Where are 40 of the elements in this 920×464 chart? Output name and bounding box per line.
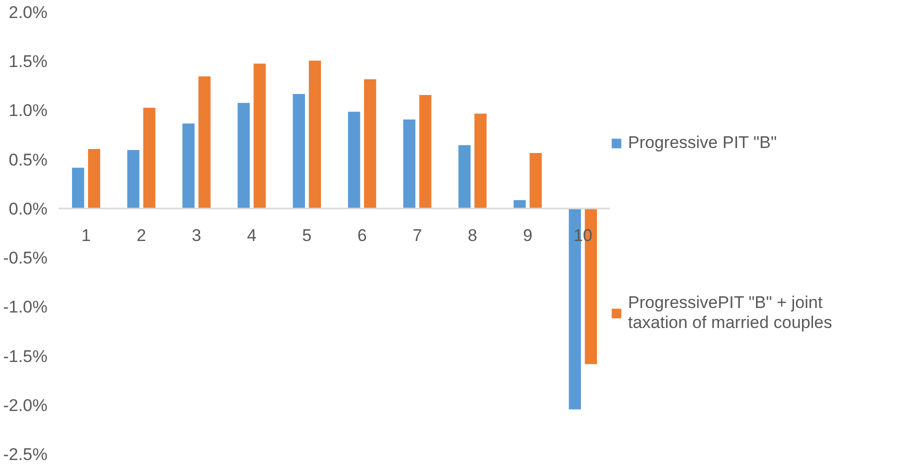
bar — [474, 114, 487, 209]
y-tick-label: -2.0% — [3, 396, 48, 415]
y-tick-label: 0.0% — [8, 199, 48, 218]
bar — [292, 94, 305, 209]
bar — [198, 76, 211, 209]
x-tick-label: 7 — [412, 226, 422, 245]
bar — [403, 120, 416, 209]
bar — [514, 200, 526, 209]
y-tick-label: -2.5% — [3, 445, 48, 464]
y-tick-label: -1.0% — [3, 298, 48, 317]
x-tick-label: 10 — [573, 226, 592, 245]
bar — [530, 152, 542, 209]
x-tick-label: 8 — [468, 226, 478, 245]
x-tick-label: 3 — [192, 226, 202, 245]
bar — [254, 64, 266, 209]
bar — [127, 150, 140, 209]
y-tick-label: 2.0% — [8, 3, 48, 22]
bar — [72, 168, 84, 209]
bar — [182, 123, 195, 209]
y-tick-label: 1.0% — [8, 101, 48, 120]
bar — [143, 108, 156, 209]
x-tick-label: 6 — [357, 226, 367, 245]
bar — [348, 112, 360, 209]
x-tick-label: 2 — [136, 226, 146, 245]
bar — [419, 95, 432, 209]
bar — [308, 60, 321, 209]
x-tick-label: 9 — [522, 226, 532, 245]
bar — [364, 79, 376, 209]
legend-label: Progressive PIT "B" — [628, 133, 777, 153]
x-tick-label: 4 — [246, 226, 256, 245]
y-tick-label: -0.5% — [3, 248, 48, 268]
x-tick-label: 5 — [302, 226, 312, 245]
bar — [88, 149, 100, 209]
y-tick-label: -1.5% — [3, 346, 48, 366]
x-tick-label: 1 — [81, 226, 91, 245]
y-tick-label: 1.5% — [8, 52, 48, 72]
legend-label: ProgressivePIT "B" + joint taxation of married couples — [628, 293, 832, 333]
bar — [458, 145, 471, 209]
y-tick-label: 0.5% — [8, 150, 48, 170]
bar — [238, 102, 250, 209]
